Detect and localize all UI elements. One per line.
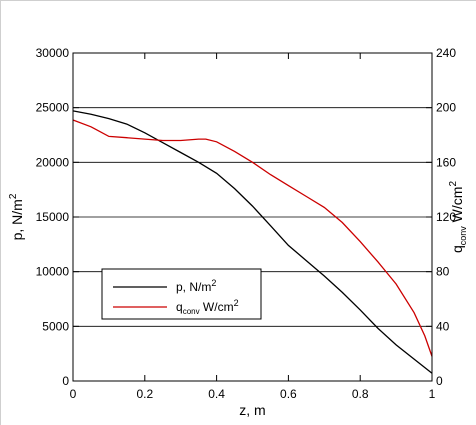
y2-axis-label-sup: 2	[448, 181, 459, 187]
y2-axis-label: qconv W/cm2	[448, 181, 468, 253]
y-tick-label-3: 15000	[36, 210, 70, 224]
y-tick-label-2: 10000	[36, 265, 70, 279]
legend-label-sup-0: 2	[211, 278, 216, 288]
y-tick-label-5: 25000	[36, 101, 70, 115]
y2-tick-label-0: 0	[436, 374, 443, 388]
y2-tick-label-2: 80	[436, 265, 450, 279]
legend-label-1: qconv W/cm2	[176, 298, 239, 316]
series-line-1	[72, 119, 433, 357]
legend-label-main-1: q	[176, 300, 183, 314]
y-axis-label-sup: 2	[8, 193, 19, 199]
x-tick-label-4: 0.8	[352, 387, 369, 401]
x-tick-label-5: 1	[429, 387, 436, 401]
x-axis-label: z, m	[239, 402, 265, 418]
y2-tick-label-3: 120	[436, 210, 456, 224]
x-tick-label-2: 0.4	[208, 387, 225, 401]
x-tick-label-0: 0	[70, 387, 77, 401]
y-tick-label-6: 30000	[36, 46, 70, 60]
legend-label-sub-1: conv	[183, 307, 200, 316]
y-tick-label-1: 5000	[42, 319, 69, 333]
x-tick-label-1: 0.2	[136, 387, 153, 401]
y2-tick-label-4: 160	[436, 155, 456, 169]
y2-axis-label-q: q	[449, 245, 465, 253]
y2-tick-label-6: 240	[436, 46, 456, 60]
x-tick-label-3: 0.6	[280, 387, 297, 401]
y-axis-label: p, N/m2	[8, 193, 25, 240]
y-axis-label-main: p, N/m	[9, 199, 25, 240]
legend-box	[101, 268, 262, 320]
y2-axis-label-sub: conv	[458, 226, 468, 246]
y2-tick-label-5: 200	[436, 101, 456, 115]
legend-label-sup-1: 2	[234, 298, 239, 308]
y-tick-label-4: 20000	[36, 155, 70, 169]
legend-label-unit-1: W/cm	[200, 300, 234, 314]
y-tick-label-0: 0	[62, 374, 69, 388]
series-line-0	[72, 110, 433, 374]
legend-label-0: p, N/m2	[176, 278, 216, 294]
y2-axis-label-unit: W/cm	[449, 187, 465, 227]
y2-tick-label-1: 40	[436, 319, 450, 333]
legend-label-main-0: p, N/m	[176, 280, 211, 294]
